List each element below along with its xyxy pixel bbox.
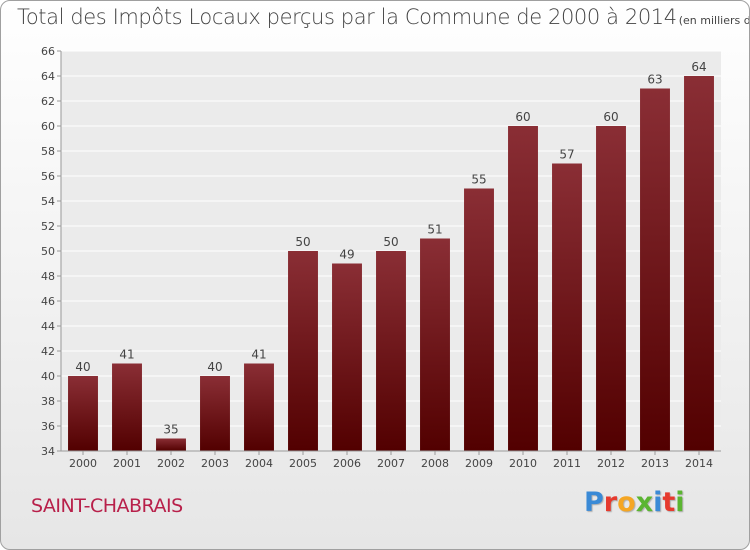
x-tick-label: 2014 <box>685 457 713 470</box>
logo-letter: P <box>584 487 604 518</box>
y-tick-label: 50 <box>41 245 55 258</box>
bars: 40 41 35 40 41 50 49 50 51 55 60 57 60 63 64 <box>68 60 714 451</box>
bar-2012 <box>596 126 626 451</box>
x-tick-label: 2006 <box>333 457 361 470</box>
logo-letter: x <box>635 487 654 518</box>
bar-value-label: 49 <box>339 248 354 262</box>
chart-unit: (en milliers d'€) <box>678 14 749 27</box>
bar-value-label: 40 <box>207 360 222 374</box>
x-tick-label: 2008 <box>421 457 449 470</box>
x-tick-label: 2013 <box>641 457 669 470</box>
y-tick-label: 42 <box>41 345 55 358</box>
bar-2000 <box>68 376 98 451</box>
y-tick-label: 38 <box>41 395 55 408</box>
x-tick-label: 2007 <box>377 457 405 470</box>
x-tick-label: 2003 <box>201 457 229 470</box>
bar-2006 <box>332 263 362 451</box>
bar-2003 <box>200 376 230 451</box>
logo-letter: i <box>675 487 685 518</box>
bar-2005 <box>288 251 318 451</box>
bar-value-label: 50 <box>295 235 310 249</box>
x-tick-label: 2010 <box>509 457 537 470</box>
bar-value-label: 60 <box>603 110 618 124</box>
y-axis: 34 36 38 40 42 44 46 48 50 52 54 56 58 60 62 64 66 <box>41 45 61 458</box>
y-tick-label: 40 <box>41 370 55 383</box>
logo-letter: t <box>662 487 676 518</box>
y-tick-label: 56 <box>41 170 55 183</box>
bar-2008 <box>420 238 450 451</box>
y-tick-label: 34 <box>41 445 55 458</box>
bar-value-label: 51 <box>427 223 442 237</box>
y-tick-label: 64 <box>41 70 55 83</box>
bar-2011 <box>552 163 582 451</box>
y-tick-label: 66 <box>41 45 55 58</box>
bar-value-label: 41 <box>119 348 134 362</box>
commune-name: SAINT-CHABRAIS <box>31 495 183 517</box>
logo-letter: r <box>603 487 618 518</box>
bar-2013 <box>640 88 670 451</box>
x-tick-label: 2000 <box>69 457 97 470</box>
bar-2010 <box>508 126 538 451</box>
y-tick-label: 54 <box>41 195 55 208</box>
logo-letter: o <box>617 487 636 518</box>
bar-value-label: 57 <box>559 148 574 162</box>
x-tick-label: 2005 <box>289 457 317 470</box>
x-tick-label: 2011 <box>553 457 581 470</box>
bar-value-label: 60 <box>515 110 530 124</box>
bar-value-label: 41 <box>251 348 266 362</box>
y-tick-label: 52 <box>41 220 55 233</box>
title-line: Total des Impôts Locaux perçus par la Co… <box>17 5 749 29</box>
x-tick-label: 2012 <box>597 457 625 470</box>
bar-value-label: 55 <box>471 173 486 187</box>
bar-value-label: 35 <box>163 423 178 437</box>
bar-2002 <box>156 438 186 451</box>
y-tick-label: 62 <box>41 95 55 108</box>
chart-title: Total des Impôts Locaux perçus par la Co… <box>17 5 677 29</box>
x-tick-label: 2002 <box>157 457 185 470</box>
bar-value-label: 64 <box>691 60 706 74</box>
bar-2001 <box>112 363 142 451</box>
y-tick-label: 58 <box>41 145 55 158</box>
x-tick-label: 2009 <box>465 457 493 470</box>
bar-2004 <box>244 363 274 451</box>
y-tick-label: 60 <box>41 120 55 133</box>
proxiti-logo: Proxiti <box>584 487 685 518</box>
y-tick-label: 44 <box>41 320 55 333</box>
y-tick-label: 36 <box>41 420 55 433</box>
bar-value-label: 50 <box>383 235 398 249</box>
bar-2009 <box>464 188 494 451</box>
x-axis: 2000 2001 2002 2003 2004 2005 2006 2007 2008 2009… <box>69 451 713 470</box>
x-tick-label: 2004 <box>245 457 273 470</box>
y-tick-label: 46 <box>41 295 55 308</box>
bar-value-label: 63 <box>647 73 662 87</box>
bar-2007 <box>376 251 406 451</box>
x-tick-label: 2001 <box>113 457 141 470</box>
logo-letter: i <box>653 487 663 518</box>
bar-2014 <box>684 76 714 451</box>
bar-value-label: 40 <box>75 360 90 374</box>
y-tick-label: 48 <box>41 270 55 283</box>
